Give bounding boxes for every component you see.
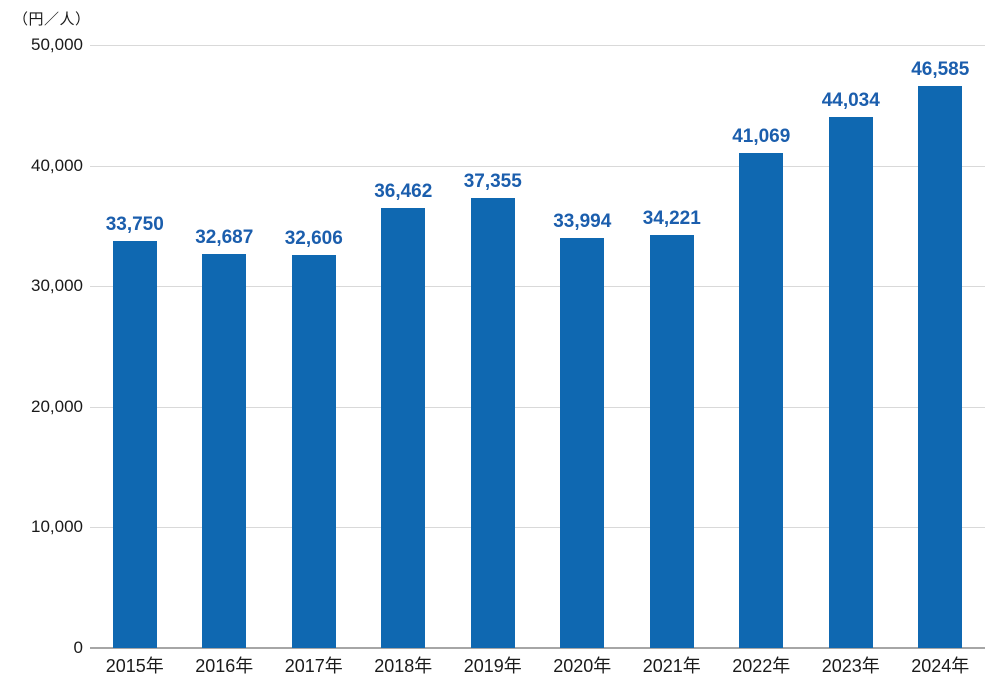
x-tick-label: 2023年 xyxy=(821,656,880,676)
y-tick-label: 30,000 xyxy=(31,276,83,296)
bar xyxy=(112,240,157,648)
bar xyxy=(470,197,515,648)
x-tick-label: 2018年 xyxy=(374,656,433,676)
y-axis-unit-label: （円／人） xyxy=(13,11,91,28)
y-tick-label: 50,000 xyxy=(31,35,83,54)
x-axis-baseline xyxy=(90,647,985,649)
y-tick-label: 20,000 xyxy=(31,396,83,416)
x-tick-label: 2021年 xyxy=(642,656,701,676)
gridline xyxy=(90,286,985,288)
bar-group: 37,355 xyxy=(448,45,538,648)
bar xyxy=(918,86,963,648)
bar-group: 32,606 xyxy=(269,45,359,648)
gridline xyxy=(90,45,985,46)
bar xyxy=(560,238,605,648)
bar-value-label: 34,221 xyxy=(642,208,701,230)
bar xyxy=(739,152,784,648)
plot-area: 33,750 32,687 32,606 36,462 37,355 33,994 34,2… xyxy=(90,45,986,649)
x-tick-label: 2020年 xyxy=(553,656,612,676)
bar-group: 34,221 xyxy=(627,45,717,648)
bar-value-label: 33,750 xyxy=(105,213,164,235)
bar-value-label: 32,687 xyxy=(195,226,254,248)
bar-group: 33,994 xyxy=(538,45,628,648)
bar-value-label: 44,034 xyxy=(821,89,880,111)
x-axis-tick-labels: 2015年 2016年 2017年 2018年 2019年 2020年 2021年 2022年… xyxy=(90,650,985,680)
x-tick-label: 2017年 xyxy=(284,656,343,676)
bar-value-label: 46,585 xyxy=(911,59,970,81)
bar-group: 46,585 xyxy=(896,45,986,648)
x-tick-label: 2024年 xyxy=(911,656,970,676)
bar-value-label: 33,994 xyxy=(553,211,612,233)
bar-value-label: 36,462 xyxy=(374,181,433,203)
bar xyxy=(381,208,426,648)
x-tick-label: 2016年 xyxy=(195,656,254,676)
x-tick-label: 2015年 xyxy=(105,656,164,676)
bar xyxy=(291,254,336,648)
bar xyxy=(649,235,694,648)
gridline xyxy=(90,406,985,408)
x-tick-label: 2019年 xyxy=(463,656,522,676)
bar-value-label: 37,355 xyxy=(463,170,522,192)
bar xyxy=(202,253,247,648)
y-tick-label: 40,000 xyxy=(31,155,83,175)
bar-group: 36,462 xyxy=(359,45,449,648)
y-axis-tick-labels: 0 10,000 20,000 30,000 40,000 50,000 xyxy=(5,35,83,657)
x-tick-label: 2022年 xyxy=(732,656,791,676)
bar-group: 44,034 xyxy=(806,45,896,648)
bar xyxy=(828,116,873,648)
gridline xyxy=(90,165,985,167)
bar-value-label: 32,606 xyxy=(284,227,343,249)
bar-value-label: 41,069 xyxy=(732,125,791,147)
y-tick-label: 0 xyxy=(73,638,83,657)
bar-group: 33,750 xyxy=(90,45,180,648)
bar-group: 32,687 xyxy=(180,45,270,648)
gridline xyxy=(90,527,985,529)
y-tick-label: 10,000 xyxy=(31,517,83,537)
bar-group: 41,069 xyxy=(717,45,807,648)
